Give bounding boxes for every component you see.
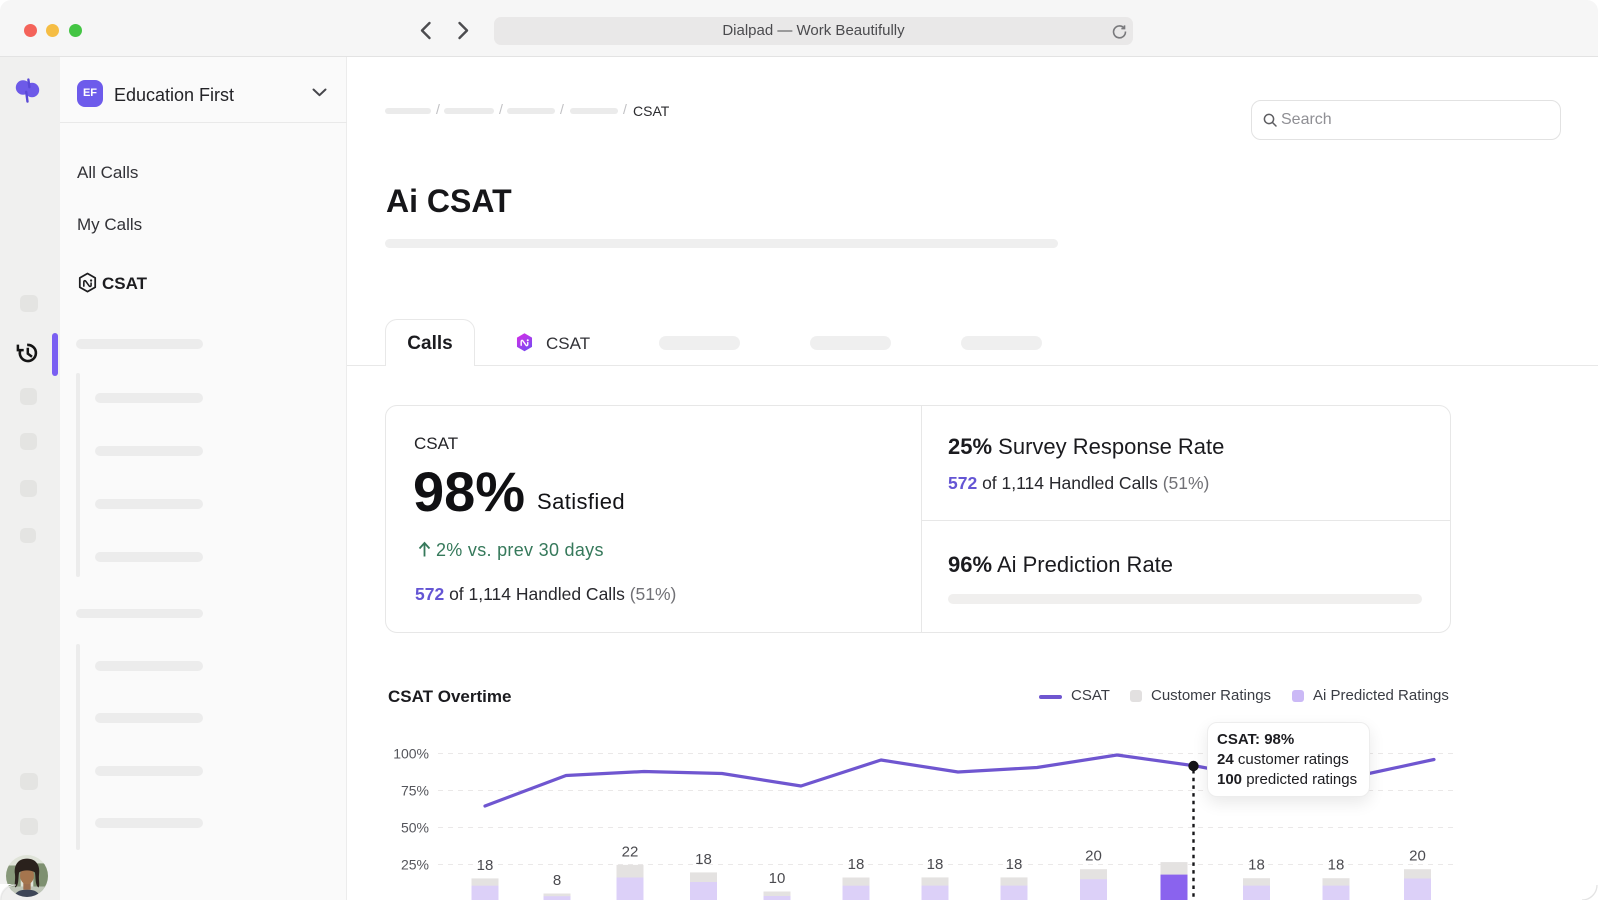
svg-text:18: 18 [1006,856,1023,873]
svg-text:18: 18 [1248,857,1265,874]
svg-text:75%: 75% [401,783,429,799]
svg-text:50%: 50% [401,820,429,836]
svg-text:8: 8 [553,872,561,889]
svg-text:22: 22 [622,843,639,860]
svg-text:20: 20 [1085,848,1102,865]
svg-text:18: 18 [695,851,712,868]
svg-text:20: 20 [1409,848,1426,865]
svg-text:18: 18 [1328,857,1345,874]
svg-text:18: 18 [848,856,865,873]
svg-text:10: 10 [769,870,786,887]
svg-text:25%: 25% [401,857,429,873]
svg-text:100%: 100% [393,746,429,762]
svg-text:18: 18 [927,856,944,873]
svg-text:18: 18 [477,857,494,874]
